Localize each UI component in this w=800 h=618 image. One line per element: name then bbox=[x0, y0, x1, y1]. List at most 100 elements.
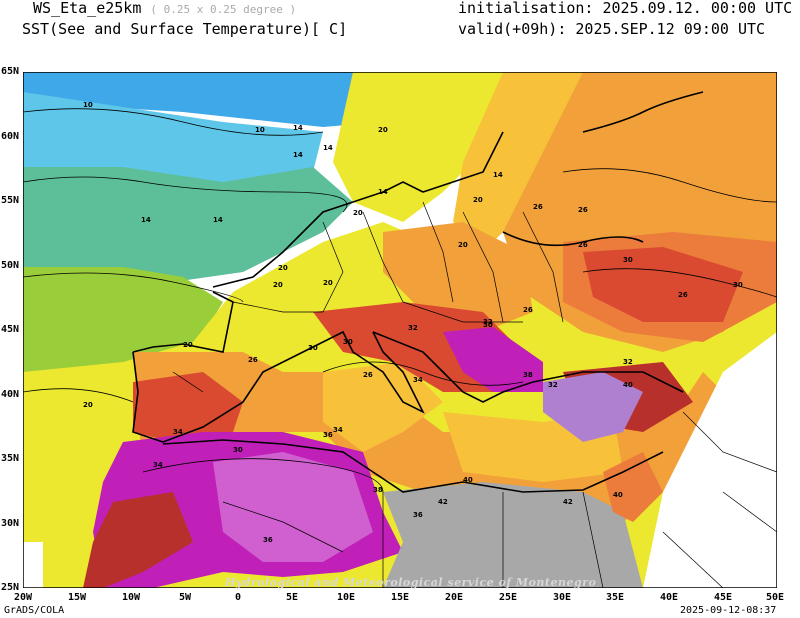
contour-label: 20 bbox=[378, 126, 388, 134]
contour-label: 20 bbox=[353, 209, 363, 217]
field-band-nodata-egypt bbox=[383, 482, 643, 588]
initialisation-time: initialisation: 2025.09.12. 00:00 UTC bbox=[458, 0, 793, 17]
contour-label: 20 bbox=[323, 279, 333, 287]
contour-label: 34 bbox=[333, 426, 343, 434]
variable-title: SST(See and Surface Temperature)[ C] bbox=[22, 20, 348, 38]
contour-label: 26 bbox=[523, 306, 533, 314]
lat-label: 65N bbox=[0, 66, 19, 77]
field-band-34-morocco bbox=[83, 492, 193, 588]
contour-label: 20 bbox=[183, 341, 193, 349]
contour-label: 42 bbox=[438, 498, 448, 506]
lon-label: 10E bbox=[336, 592, 356, 603]
lat-label: 40N bbox=[0, 389, 19, 400]
contour-label: 20 bbox=[273, 281, 283, 289]
contour-label: 30 bbox=[233, 446, 243, 454]
valid-time: valid(+09h): 2025.SEP.12 09:00 UTC bbox=[458, 20, 766, 38]
field-band-10 bbox=[23, 92, 323, 187]
field-band-24-med bbox=[323, 362, 443, 452]
field-band-26-med bbox=[133, 352, 723, 522]
contour-label: 32 bbox=[483, 318, 493, 326]
isotherm-lines bbox=[23, 108, 777, 493]
lon-label: 0 bbox=[234, 592, 242, 603]
no-data-southeast bbox=[643, 332, 777, 588]
lon-label: 5W bbox=[178, 592, 192, 603]
contour-label: 36 bbox=[413, 511, 423, 519]
field-band-30-iberia bbox=[133, 372, 243, 442]
field-band-28-sinai bbox=[603, 452, 663, 522]
software-credit: GrADS/COLA bbox=[4, 605, 65, 616]
contour-label: 14 bbox=[141, 216, 151, 224]
contour-label: 26 bbox=[248, 356, 258, 364]
contour-label: 42 bbox=[563, 498, 573, 506]
lon-label: 20W bbox=[13, 592, 33, 603]
contour-label: 10 bbox=[255, 126, 265, 134]
field-band-36-balkans bbox=[443, 327, 543, 392]
lon-label: 35E bbox=[605, 592, 625, 603]
contour-label: 32 bbox=[408, 324, 418, 332]
contour-label: 14 bbox=[378, 188, 388, 196]
no-data-west-edge bbox=[23, 542, 43, 588]
contour-label: 38 bbox=[523, 371, 533, 379]
lon-label: 10W bbox=[121, 592, 141, 603]
grid-resolution: ( 0.25 x 0.25 degree ) bbox=[150, 3, 297, 16]
lat-label: 25N bbox=[0, 582, 19, 593]
coastlines bbox=[132, 91, 704, 493]
contour-label: 14 bbox=[293, 124, 303, 132]
contour-label: 20 bbox=[458, 241, 468, 249]
field-band-18 bbox=[23, 267, 223, 392]
lon-label: 5E bbox=[285, 592, 299, 603]
contour-label: 10 bbox=[83, 101, 93, 109]
contour-label: 32 bbox=[623, 358, 633, 366]
contour-label: 30 bbox=[733, 281, 743, 289]
contour-label: 38 bbox=[373, 486, 383, 494]
contour-label: 14 bbox=[493, 171, 503, 179]
field-band-30-east bbox=[583, 247, 743, 322]
lat-label: 35N bbox=[0, 453, 19, 464]
contour-label: 36 bbox=[263, 536, 273, 544]
lat-label: 30N bbox=[0, 518, 19, 529]
contour-label: 14 bbox=[323, 144, 333, 152]
contour-label: 20 bbox=[278, 264, 288, 272]
lat-label: 55N bbox=[0, 195, 19, 206]
contour-label: 20 bbox=[473, 196, 483, 204]
contour-label: 20 bbox=[83, 401, 93, 409]
contour-label: 30 bbox=[483, 321, 493, 329]
contour-label: 26 bbox=[578, 206, 588, 214]
lon-label: 30E bbox=[552, 592, 572, 603]
lon-label: 40E bbox=[659, 592, 679, 603]
contour-label: 30 bbox=[343, 338, 353, 346]
contour-label: 26 bbox=[533, 203, 543, 211]
lat-label: 50N bbox=[0, 260, 19, 271]
field-band-14 bbox=[23, 167, 353, 282]
contour-labels: 10 10 14 14 14 14 14 14 14 20 20 20 20 20 20 20 20 20 26 26… bbox=[83, 101, 743, 544]
contour-label: 40 bbox=[463, 476, 473, 484]
contour-label: 14 bbox=[293, 151, 303, 159]
lat-label: 60N bbox=[0, 131, 19, 142]
contour-label: 26 bbox=[678, 291, 688, 299]
field-band-38-africa bbox=[213, 452, 373, 562]
field-band-40-anatolia bbox=[543, 372, 643, 442]
lon-label: 15E bbox=[390, 592, 410, 603]
field-band-24-east bbox=[453, 72, 583, 242]
plot-timestamp: 2025-09-12-08:37 bbox=[680, 605, 777, 616]
contour-label: 26 bbox=[578, 241, 588, 249]
model-title: WS_Eta_e25km ( 0.25 x 0.25 degree ) bbox=[33, 0, 297, 17]
lat-label: 45N bbox=[0, 324, 19, 335]
contour-label: 30 bbox=[308, 344, 318, 352]
country-borders bbox=[172, 201, 777, 588]
sst-map: 10 10 14 14 14 14 14 14 14 20 20 20 20 20 20 20 20 20 26 26… bbox=[23, 72, 777, 588]
contour-label: 32 bbox=[548, 381, 558, 389]
contour-label: 40 bbox=[623, 381, 633, 389]
lon-label: 45E bbox=[713, 592, 733, 603]
contour-label: 34 bbox=[153, 461, 163, 469]
contour-label: 40 bbox=[613, 491, 623, 499]
contour-label: 34 bbox=[413, 376, 423, 384]
lon-label: 25E bbox=[498, 592, 518, 603]
contour-label: 26 bbox=[363, 371, 373, 379]
lon-label: 20E bbox=[444, 592, 464, 603]
lon-label: 50E bbox=[765, 592, 785, 603]
contour-label: 34 bbox=[173, 428, 183, 436]
contour-label: 30 bbox=[623, 256, 633, 264]
contour-label: 14 bbox=[213, 216, 223, 224]
lon-label: 15W bbox=[67, 592, 87, 603]
